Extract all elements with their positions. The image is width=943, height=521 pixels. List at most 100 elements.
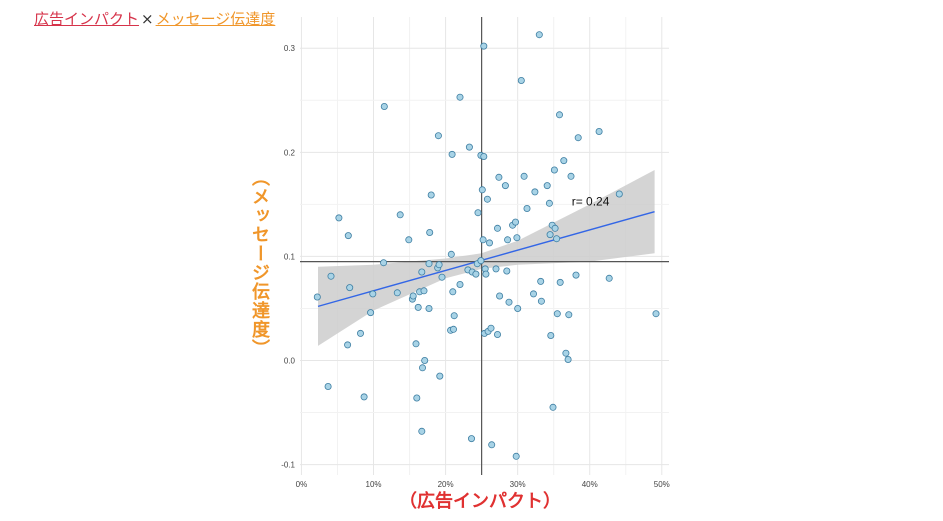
data-point [530,290,538,298]
data-point [449,325,457,333]
data-points [313,31,660,460]
data-point [324,382,332,390]
data-point [474,209,482,217]
data-point [420,287,428,295]
data-point [393,289,401,297]
data-point [477,257,485,265]
confidence-band [318,170,655,346]
data-point [556,111,564,119]
data-point [405,236,413,244]
data-point [413,394,421,402]
data-point [520,172,528,180]
x-axis-label: （広告インパクト） [399,491,561,512]
data-point [448,150,456,158]
data-point [449,288,457,296]
x-tick-label: 50% [654,480,670,489]
x-tick-label: 30% [510,480,526,489]
data-point [434,132,442,140]
data-point [435,261,443,269]
data-point [421,356,429,364]
data-point [356,329,364,337]
y-tick-label: 0.2 [284,148,296,157]
data-point [546,231,554,239]
y-tick-label: -0.1 [281,461,295,470]
title-ad-impact[interactable]: 広告インパクト [34,10,140,28]
data-point [505,298,513,306]
data-point [493,330,501,338]
data-point [595,127,603,135]
title-message-delivery[interactable]: メッセージ伝達度 [155,10,276,28]
data-point [465,143,473,151]
data-point [346,284,354,292]
data-point [335,214,343,222]
data-point [574,134,582,142]
y-tick-label: 0.1 [284,252,296,261]
title-separator: × [141,10,154,28]
x-tick-label: 0% [296,480,308,489]
data-point [493,224,501,232]
data-point [553,235,561,243]
data-point [456,93,464,101]
data-point [537,297,545,305]
data-point [483,195,491,203]
data-point [478,186,486,194]
data-point [551,224,559,232]
data-point [414,303,422,311]
data-point [495,173,503,181]
data-point [418,427,426,435]
data-point [480,152,488,160]
data-point [545,199,553,207]
data-point [380,259,388,267]
regression-line-path [317,210,655,308]
data-point [564,355,572,363]
data-point [482,270,490,278]
data-point [535,31,543,39]
correlation-annotation: r= 0.24 [572,194,610,208]
data-point [425,260,433,268]
data-point [503,267,511,275]
y-axis-label: （メッセージ伝達度） [249,168,270,358]
x-tick-label: 10% [366,480,382,489]
data-point [615,190,623,198]
confidence-band-area [318,170,655,346]
data-point [572,271,580,279]
data-point [418,364,426,372]
x-tick-label: 40% [582,480,598,489]
data-point [369,290,377,298]
data-point [487,324,495,332]
data-point [472,270,480,278]
data-point [327,272,335,280]
data-point [425,304,433,312]
data-point [479,236,487,244]
y-tick-labels: -0.1 0.0 0.1 0.2 0.3 [281,44,295,469]
data-point [512,218,520,226]
x-tick-labels: 0% 10% 20% 30% 40% 50% [296,480,670,489]
data-point [485,239,493,247]
data-point [496,292,504,300]
data-point [418,268,426,276]
data-point [523,204,531,212]
data-point [447,250,455,258]
data-point [501,182,509,190]
data-point [543,182,551,190]
reference-lines [300,17,669,475]
chart-title: 広告インパクト × メッセージ伝達度 [34,10,275,28]
data-point [517,77,525,85]
regression-line [317,210,655,308]
data-point [547,331,555,339]
data-point [344,232,352,240]
data-point [427,191,435,199]
y-tick-label: 0.3 [284,44,296,53]
data-point [560,157,568,165]
data-point [456,280,464,288]
data-point [360,393,368,401]
data-point [556,278,564,286]
data-point [492,265,500,273]
data-point [513,234,521,242]
data-point [567,172,575,180]
data-point [436,372,444,380]
data-point [396,211,404,219]
data-point [488,441,496,449]
y-tick-label: 0.0 [284,357,296,366]
